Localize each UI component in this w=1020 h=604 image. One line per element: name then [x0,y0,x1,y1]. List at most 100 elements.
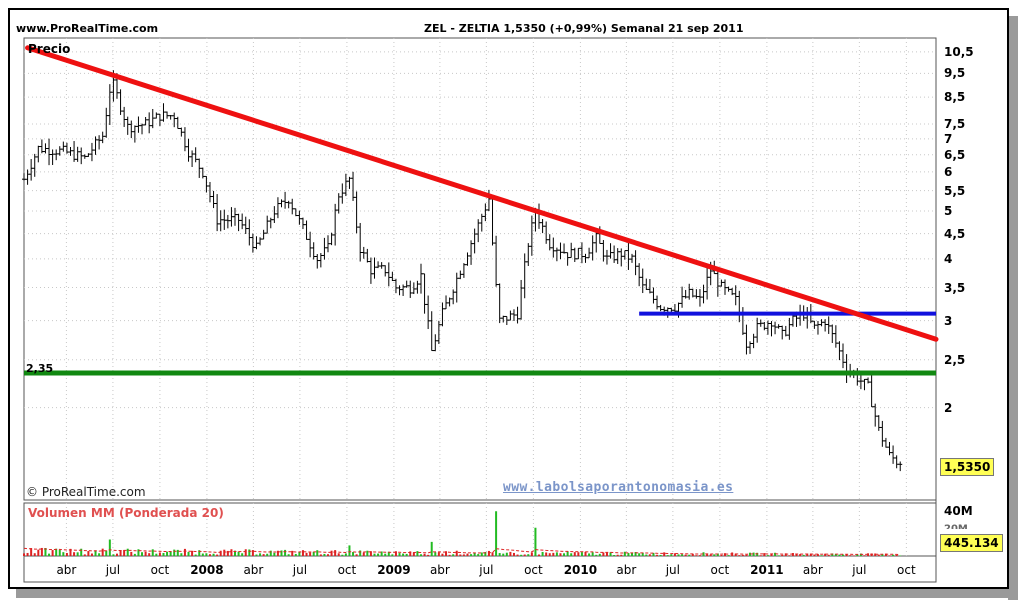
volume-bar [641,552,644,556]
volume-bar [770,553,773,556]
volume-bar [341,554,344,556]
y-tick-label: 7 [944,131,953,146]
volume-bar [119,550,122,556]
volume-bar [652,552,655,556]
x-year-label: 2011 [750,563,784,577]
volume-bar [394,551,397,556]
volume-bar [591,552,594,556]
volume-bar [799,554,802,556]
volume-bar [445,551,448,556]
volume-bar [634,552,637,556]
x-month-label: oct [337,563,357,577]
volume-bar [709,554,712,556]
volume-bar [645,554,648,556]
volume-bar [319,554,322,556]
volume-bar [69,548,72,556]
volume-bar [720,554,723,556]
volume-bar [183,548,186,556]
watermark-link[interactable]: www.labolsaporantonomasia.es [503,480,734,495]
volume-bar [223,549,226,556]
volume-bar [373,553,376,556]
volume-grid [65,503,907,556]
volume-bar [162,553,165,556]
volume-bar [130,551,133,556]
volume-bar [348,545,351,556]
volume-bar [305,552,308,556]
volume-bar [734,553,737,556]
volume-bar [677,554,680,556]
volume-bar [269,550,272,556]
volume-bar [487,550,490,556]
x-month-label: oct [524,563,543,577]
support-label: 2,35 [26,362,54,375]
volume-bar [262,554,265,556]
volume-bar [563,553,566,556]
volume-bar [838,554,841,556]
copyright-label: © ProRealTime.com [26,485,146,499]
volume-bar [784,553,787,556]
volume-bar [151,549,154,556]
volume-bar [570,553,573,556]
volume-bar [273,552,276,556]
volume-bar [337,553,340,556]
volume-bar [158,552,161,556]
volume-bar [276,550,279,556]
volume-bar [788,555,791,556]
volume-bar [244,549,247,556]
volume-bar [480,552,483,556]
volume-bar [616,554,619,556]
volume-bar [327,554,329,556]
volume-bar [806,553,809,556]
volume-bar [198,550,201,556]
volume-bar [852,555,855,556]
volume-bar [416,551,419,556]
volume-bar [423,553,426,556]
volume-bar [108,539,111,556]
volume-bar [881,554,884,556]
volume-bar [212,553,215,556]
volume-bar [613,554,616,556]
volume-bar [723,553,726,556]
y-tick-label: 3,5 [944,280,966,295]
volume-bar [98,553,101,556]
last-volume-badge: 445.134 [940,534,1003,552]
site-url[interactable]: www.ProRealTime.com [16,22,159,35]
volume-bar [892,554,895,556]
x-month-label: jul [665,563,680,577]
volume-bar [112,554,115,556]
chart-title: ZEL - ZELTIA 1,5350 (+0,99%) Semanal 21 … [424,22,744,35]
volume-bar [419,554,422,556]
volume-bar [477,554,480,556]
volume-bar [602,552,605,556]
volume-bar [491,552,494,556]
volume-panel-label: Volumen MM (Ponderada 20) [28,506,224,520]
volume-bar [194,554,197,556]
x-month-label: oct [150,563,170,577]
volume-bar [795,553,798,556]
x-year-label: 2010 [563,563,598,577]
volume-bar [148,553,151,556]
y-tick-label: 6,5 [944,147,966,162]
volume-bar [44,548,47,556]
window-shadow-right [1008,16,1018,600]
last-price-badge: 1,5350 [940,458,995,476]
volume-bar [741,554,744,556]
volume-bar [155,553,158,556]
volume-bar [62,552,65,556]
x-year-label: 2008 [190,563,224,577]
volume-bar [816,554,819,556]
volume-bar [695,555,698,556]
volume-bar [706,554,709,556]
volume-bar [237,551,240,556]
volume-bar [191,550,194,556]
price-bar [898,461,903,472]
volume-bar [595,554,598,556]
volume-bar [791,553,794,556]
y-tick-label: 2,5 [944,352,966,367]
x-month-label: jul [105,563,121,577]
volume-bar [670,554,673,556]
volume-bar [226,550,229,556]
x-month-label: jul [292,563,308,577]
volume-bar [566,551,569,556]
